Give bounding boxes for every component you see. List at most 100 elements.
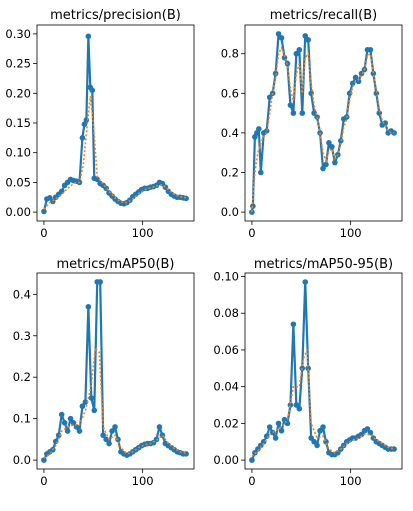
subplot-title: metrics/mAP50-95(B) xyxy=(254,257,393,272)
data-point xyxy=(311,110,317,116)
data-point xyxy=(94,176,101,183)
data-point xyxy=(302,33,309,39)
data-point xyxy=(320,165,326,172)
y-tick-label: 0.0 xyxy=(13,453,31,467)
data-point xyxy=(258,169,264,176)
data-point xyxy=(79,135,86,141)
data-point xyxy=(332,159,338,166)
x-tick-label: 100 xyxy=(132,226,154,240)
data-point xyxy=(302,279,309,285)
data-point xyxy=(391,130,397,136)
y-tick-label: 0.06 xyxy=(213,343,239,357)
y-tick-label: 0.05 xyxy=(5,175,31,189)
data-point xyxy=(85,303,92,310)
data-point xyxy=(88,395,95,401)
y-tick-label: 0.1 xyxy=(13,412,31,426)
axes-frame xyxy=(36,272,195,470)
data-point xyxy=(91,407,98,414)
y-tick-label: 0.00 xyxy=(5,205,31,219)
data-point xyxy=(41,208,47,215)
y-tick-label: 0.2 xyxy=(221,165,239,179)
data-point xyxy=(89,87,96,94)
data-point xyxy=(266,424,273,430)
data-point xyxy=(314,442,320,449)
plot-area: 0 100 0.00 0.05 0.10 0.15 0.20 0.25 0.30 xyxy=(5,24,195,240)
data-point xyxy=(100,432,106,439)
subplot-recall: metrics/recall(B) 0 100 0.0 0.2 0.4 0.6 0.8 xyxy=(221,8,403,240)
data-point xyxy=(115,436,121,443)
data-point xyxy=(293,50,300,57)
data-point xyxy=(97,279,103,285)
data-point xyxy=(82,399,89,405)
data-point xyxy=(352,74,359,81)
data-point xyxy=(275,31,282,37)
y-tick-label: 0.10 xyxy=(5,146,31,160)
data-point xyxy=(263,433,270,440)
x-tick-label: 100 xyxy=(132,474,154,488)
data-point xyxy=(287,102,294,108)
y-tick-label: 0.25 xyxy=(5,57,31,71)
x-tick-label: 100 xyxy=(340,226,362,240)
y-tick-label: 0.04 xyxy=(213,380,239,394)
data-point xyxy=(109,428,115,434)
data-point xyxy=(382,120,389,126)
data-point xyxy=(41,457,47,463)
subplot-title: metrics/precision(B) xyxy=(50,8,181,23)
data-point xyxy=(367,46,374,53)
data-point xyxy=(346,90,353,97)
y-tick-label: 0.30 xyxy=(5,27,31,41)
data-point xyxy=(256,126,262,132)
data-point xyxy=(290,110,297,116)
y-tick-label: 0.0 xyxy=(221,205,239,219)
data-point xyxy=(323,161,329,168)
data-point xyxy=(326,140,332,146)
data-point xyxy=(272,435,279,441)
data-point xyxy=(391,446,397,452)
data-point xyxy=(106,440,112,447)
smoothed-series-line xyxy=(43,96,187,210)
data-point xyxy=(85,33,92,40)
y-tick-label: 0.8 xyxy=(221,47,239,61)
data-point xyxy=(275,420,282,427)
data-point xyxy=(249,457,255,463)
data-point xyxy=(349,80,356,87)
axes-frame xyxy=(244,24,403,222)
x-tick-label: 0 xyxy=(40,226,47,240)
y-tick-label: 0.20 xyxy=(5,86,31,100)
x-tick-label: 0 xyxy=(248,226,255,240)
data-point xyxy=(156,424,163,430)
smoothed-series-line xyxy=(251,349,395,458)
data-point xyxy=(103,436,109,443)
raw-series-line xyxy=(250,32,395,213)
y-tick-label: 0.6 xyxy=(221,86,239,100)
subplot-map50-95: metrics/mAP50-95(B) 0 100 0.00 0.02 0.04 0.06… xyxy=(213,257,403,488)
plot-area: 0 100 0.00 0.02 0.04 0.06 0.08 0.10 xyxy=(213,270,403,488)
subplot-title: metrics/mAP50(B) xyxy=(56,257,174,272)
y-tick-label: 0.15 xyxy=(5,116,31,130)
data-point xyxy=(296,405,303,412)
data-point xyxy=(183,451,189,457)
raw-series-line xyxy=(42,280,187,461)
data-point xyxy=(296,46,303,53)
data-point xyxy=(58,411,65,418)
data-point xyxy=(329,143,335,150)
subplot-map50: metrics/mAP50(B) 0 100 0.0 0.1 0.2 0.3 0.4 xyxy=(13,257,195,488)
data-point xyxy=(305,365,311,372)
axes-frame xyxy=(244,272,403,470)
data-point xyxy=(278,427,285,434)
y-tick-label: 0.00 xyxy=(213,453,239,467)
y-tick-label: 0.4 xyxy=(13,287,31,301)
data-point xyxy=(112,424,118,430)
data-point xyxy=(320,424,326,430)
y-tick-label: 0.10 xyxy=(213,270,239,284)
data-point xyxy=(70,420,77,426)
smoothed-series-line xyxy=(43,346,187,459)
x-tick-label: 0 xyxy=(40,474,47,488)
y-tick-label: 0.08 xyxy=(213,306,239,320)
data-point xyxy=(287,402,294,408)
y-tick-label: 0.3 xyxy=(13,329,31,343)
y-tick-label: 0.2 xyxy=(13,370,31,384)
smoothed-series-line xyxy=(251,45,395,213)
subplot-title: metrics/recall(B) xyxy=(270,8,377,23)
